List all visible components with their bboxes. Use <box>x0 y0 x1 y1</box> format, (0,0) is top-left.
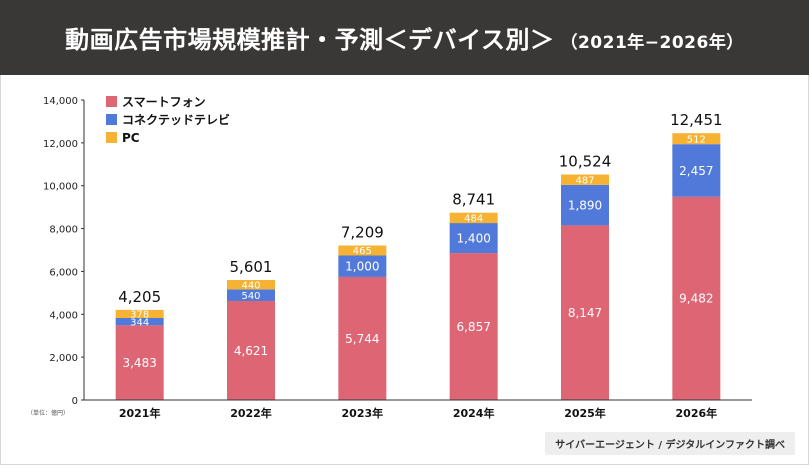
bar-segment <box>449 223 498 254</box>
x-tick-label: 2022年 <box>230 406 272 420</box>
y-tick-label: 4,000 <box>49 310 78 321</box>
bar-value-label: 540 <box>241 291 260 302</box>
bar-segment <box>227 300 275 400</box>
bar-value-label: 6,857 <box>456 320 490 334</box>
bar-value-label: 465 <box>353 246 372 257</box>
y-axis: 0 2,000 4,000 6,000 8,000 10,000 12,000 14,000 （… <box>27 96 85 417</box>
y-tick-label: 0 <box>72 396 78 407</box>
bar-segment <box>338 245 387 256</box>
bar-total-label: 5,601 <box>230 258 273 276</box>
bar-segment <box>672 133 721 145</box>
legend-item: スマートフォン <box>106 95 206 109</box>
bar-segment <box>672 144 721 197</box>
bar-value-label: 440 <box>241 280 260 291</box>
bar-value-label: 2,457 <box>679 164 713 178</box>
chart-title: 動画広告市場規模推計・予測＜デバイス別＞ （2021年−2026年） <box>65 20 744 55</box>
bar-stack: 6,857 1,400 484 8,741 <box>449 191 498 400</box>
legend-item: PC <box>106 131 140 145</box>
bar-value-label: 5,744 <box>345 332 379 346</box>
bar-segment <box>561 184 609 226</box>
bar-total-label: 12,451 <box>670 111 723 129</box>
title-period: （2021年−2026年） <box>560 33 744 53</box>
legend-swatch <box>106 132 117 143</box>
bar-value-label: 344 <box>130 317 149 328</box>
bar-segment <box>115 317 164 326</box>
y-tick-label: 2,000 <box>49 353 78 364</box>
bar-value-label: 1,000 <box>345 260 379 274</box>
y-tick-label: 10,000 <box>43 182 78 193</box>
legend-item: コネクテッドテレビ <box>106 112 230 127</box>
bar-value-label: 1,890 <box>568 198 602 212</box>
bar-value-label: 487 <box>575 175 594 186</box>
legend-label: スマートフォン <box>122 95 206 109</box>
bar-segment <box>561 225 609 400</box>
bar-value-label: 4,621 <box>234 344 268 358</box>
bar-stack: 5,744 1,000 465 7,209 <box>338 224 387 400</box>
bar-stack: 9,482 2,457 512 12,451 <box>670 111 723 400</box>
bar-total-label: 8,741 <box>452 191 495 209</box>
bar-total-label: 7,209 <box>341 224 384 242</box>
y-tick-label: 14,000 <box>43 96 78 107</box>
legend-label: PC <box>122 131 140 145</box>
bar-value-label: 8,147 <box>568 306 602 320</box>
bar-value-label: 512 <box>687 134 706 145</box>
legend-swatch <box>106 96 117 107</box>
bar-segment <box>672 196 721 400</box>
bar-total-label: 10,524 <box>559 152 612 170</box>
bar-segment <box>338 255 387 277</box>
unit-label: （単位：億円） <box>27 409 69 417</box>
bar-total-label: 4,205 <box>118 288 161 306</box>
bar-segment <box>561 174 609 185</box>
x-tick-label: 2023年 <box>342 406 384 420</box>
x-tick-label: 2024年 <box>453 406 495 420</box>
y-tick-label: 8,000 <box>49 225 78 236</box>
legend-label: コネクテッドテレビ <box>122 112 230 127</box>
x-axis: 2021年 2022年 2023年 2024年 2025年 2026年 <box>84 399 752 420</box>
y-tick-label: 12,000 <box>43 139 78 150</box>
bar-segment <box>338 276 387 400</box>
bar-segment <box>227 289 275 301</box>
bar-stack: 8,147 1,890 487 10,524 <box>559 152 612 400</box>
bar-segment <box>115 325 164 400</box>
x-tick-label: 2021年 <box>119 406 161 420</box>
bar-segment <box>449 253 498 400</box>
bar-value-label: 484 <box>464 213 483 224</box>
legend-swatch <box>106 114 117 125</box>
x-tick-label: 2026年 <box>676 406 718 420</box>
title-bar: 動画広告市場規模推計・予測＜デバイス別＞ （2021年−2026年） <box>0 0 809 75</box>
title-text: 動画広告市場規模推計・予測＜デバイス別＞ <box>65 26 555 54</box>
source-note: サイバーエージェント / デジタルインファクト調べ <box>545 432 795 455</box>
x-tick-label: 2025年 <box>564 406 606 420</box>
bar-segment <box>115 309 164 318</box>
bar-value-label: 378 <box>130 310 149 321</box>
bar-segment <box>449 212 498 224</box>
bar-value-label: 1,400 <box>456 231 490 245</box>
y-tick-label: 6,000 <box>49 267 78 278</box>
bar-value-label: 3,483 <box>122 356 156 370</box>
bar-segment <box>227 279 275 290</box>
bar-value-label: 9,482 <box>679 292 713 306</box>
